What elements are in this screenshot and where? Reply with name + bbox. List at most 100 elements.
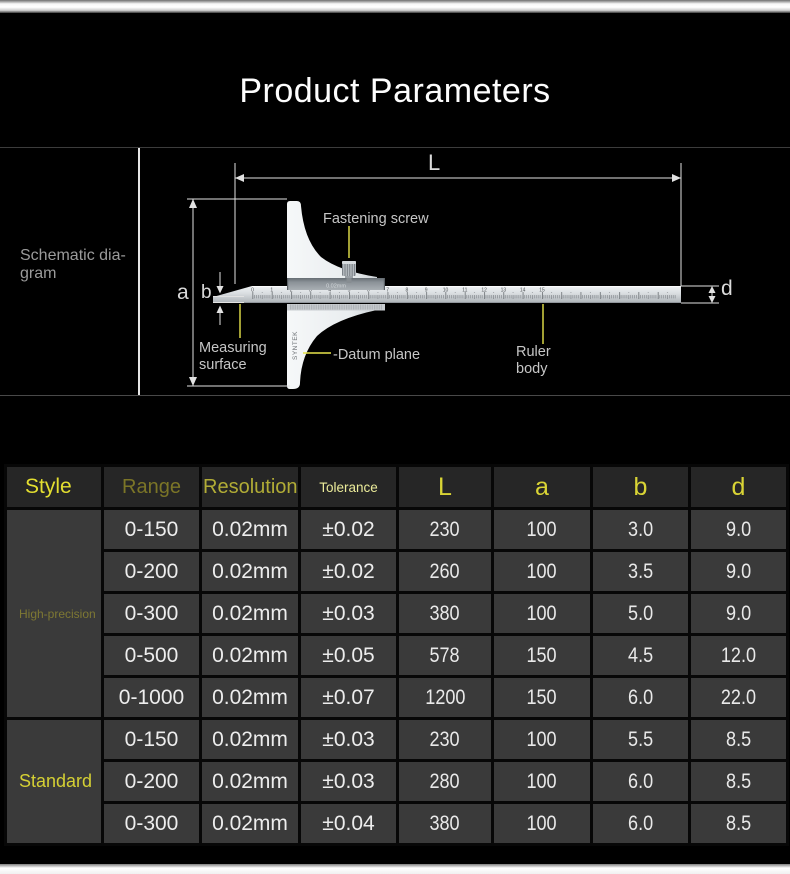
cell-value: 8.5 [725,727,752,751]
brand-text: SYNTEK [292,331,299,360]
depth-caliper-illustration: SYNTEK 0 1 2 3 4 5 6 7 8 9 10 11 12 13 14 15 0.02mm [187,163,719,389]
table-cell: 9.0 [688,507,789,552]
table-cell: 6.0 [590,801,691,846]
ruler-number: 13 [501,287,507,293]
table-cell: 0.02mm [199,507,301,552]
main-scale-ticks [252,292,677,299]
ruler-number: 4 [328,287,331,293]
table-cell: 0-200 [101,549,202,594]
cell-value: 380 [429,601,461,625]
table-cell: 260 [396,549,494,594]
table-cell: 230 [396,507,494,552]
cell-value: 22.0 [720,685,757,709]
table-cell: ±0.05 [298,633,399,678]
table-cell: ±0.04 [298,801,399,846]
table-row: 0-300 0.02mm ±0.04 380 100 6.0 8.5 [6,801,789,846]
table-row: 0-500 0.02mm ±0.05 578 150 4.5 12.0 [6,633,789,678]
ruler-number: 3 [309,287,312,293]
table-cell: ±0.02 [298,507,399,552]
fastening-screw-cap [342,261,356,264]
ruler-number: 10 [443,287,449,293]
cell-value: 4.5 [627,643,654,667]
page-title: Product Parameters [239,71,551,110]
ruler-number: 2 [290,287,293,293]
ruler-number: 12 [481,287,487,293]
table-cell: 6.0 [590,759,691,804]
cell-value: 3.0 [627,517,654,541]
table-cell: 0.02mm [199,759,301,804]
cell-value: 260 [429,559,461,583]
cell-value: 100 [526,811,558,835]
dim-label-b: b [201,282,212,303]
table-row: 0-1000 0.02mm ±0.07 1200 150 6.0 22.0 [6,675,789,720]
title-band: Product Parameters [0,13,790,147]
section-divider [138,148,140,395]
table-row: 0-200 0.02mm ±0.03 280 100 6.0 8.5 [6,759,789,804]
table-cell: 12.0 [688,633,789,678]
dimension-arrowheads [189,174,716,386]
cell-value: 150 [526,643,558,667]
table-cell: 100 [491,801,593,846]
table-cell: 100 [491,549,593,594]
cell-value: 100 [526,517,558,541]
col-header-b: b [590,464,691,510]
fastening-screw-head [342,261,356,276]
table-cell: 1200 [396,675,494,720]
measuring-surface-label: Measuring surface [199,340,267,373]
table-cell: 150 [491,675,593,720]
vernier-ticks [290,304,382,310]
dimension-lines [187,163,719,387]
ruler-number: 14 [520,287,526,293]
datum-plane-label: -Datum plane [333,347,421,363]
table-row: Standard 0-150 0.02mm ±0.03 230 100 5.5 8.5 [4,717,789,846]
cell-value: 100 [526,601,558,625]
cell-value: 8.5 [725,769,752,793]
ruler-scale-numbers: 0 1 2 3 4 5 6 7 8 9 10 11 12 13 14 15 [251,287,545,293]
table-cell: 0-1000 [101,675,202,720]
table-cell: 6.0 [590,675,691,720]
spec-table-body: High-precision 0-150 0.02mm ±0.02 230 100 3.0 9… [4,507,789,846]
ruler-number: 1 [270,287,273,293]
col-header-resolution: Resolution [199,464,301,510]
datum-base-lower-fin [287,310,377,389]
ruler-number: 9 [425,287,428,293]
table-cell: 9.0 [688,591,789,636]
fastening-screw-collar [345,276,353,278]
table-cell: 0-300 [101,591,202,636]
slider-resolution-text: 0.02mm [326,284,346,290]
cell-value: 100 [526,559,558,583]
style-cell-high-precision: High-precision [4,507,104,720]
cell-value: 8.5 [725,811,752,835]
cell-value: 230 [429,727,461,751]
col-header-range: Range [101,464,202,510]
top-light-strip [0,0,790,13]
ruler-number: 6 [367,287,370,293]
dim-label-a: a [177,281,189,304]
cell-value: 230 [429,517,461,541]
col-header-d: d [688,464,789,510]
slider-bar [287,278,385,290]
cell-value: 5.5 [627,727,654,751]
ruler-number: 15 [539,287,545,293]
table-cell: 3.0 [590,507,691,552]
cell-value: 6.0 [627,811,654,835]
cell-value: 150 [526,685,558,709]
schematic-section-label: Schematic dia- gram [20,247,126,282]
table-row: 0-200 0.02mm ±0.02 260 100 3.5 9.0 [6,549,789,594]
table-cell: 0-300 [101,801,202,846]
leader-lines [239,226,544,354]
table-cell: 3.5 [590,549,691,594]
table-cell: 280 [396,759,494,804]
ruler-number: 5 [348,287,351,293]
table-cell: 0.02mm [199,675,301,720]
table-cell: 0.02mm [199,717,301,762]
cell-value: 280 [429,769,461,793]
table-cell: 230 [396,717,494,762]
ruler-body-label: Ruler body [516,344,551,377]
table-cell: ±0.03 [298,591,399,636]
table-cell: 5.0 [590,591,691,636]
table-cell: ±0.02 [298,549,399,594]
table-cell: 22.0 [688,675,789,720]
